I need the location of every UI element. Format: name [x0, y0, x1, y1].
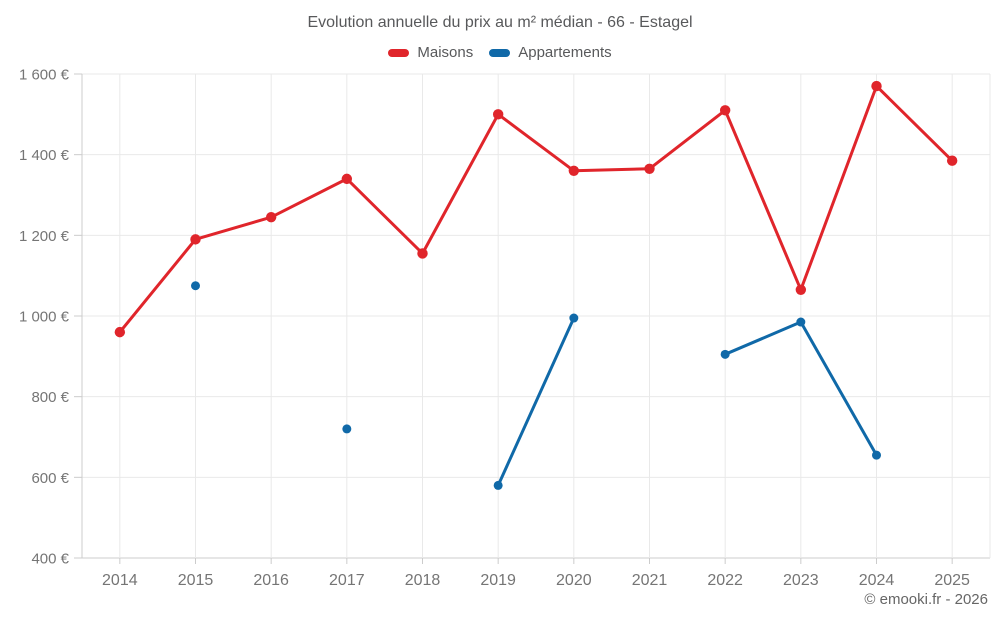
- maisons-point-2021[interactable]: [644, 163, 655, 174]
- chart-title: Evolution annuelle du prix au m² médian …: [307, 14, 693, 31]
- x-axis-tick-label: 2019: [480, 572, 516, 589]
- maisons-point-2018[interactable]: [417, 248, 428, 259]
- appartements-point-2015[interactable]: [191, 281, 200, 291]
- x-axis-tick-label: 2022: [707, 572, 743, 589]
- appartements-line: [496, 316, 576, 487]
- appartements-point-2019[interactable]: [493, 480, 503, 490]
- x-axis-tick-label: 2025: [934, 572, 970, 589]
- x-axis-tick-label: 2014: [102, 572, 138, 589]
- y-axis-tick-label: 1 400 €: [19, 147, 70, 164]
- y-axis-tick-label: 800 €: [31, 389, 69, 406]
- maisons-point-2016[interactable]: [265, 211, 277, 223]
- maisons-point-2015[interactable]: [190, 234, 201, 245]
- legend-swatch-maisons-icon: [388, 48, 410, 57]
- legend-label-maisons: Maisons: [417, 44, 474, 61]
- chart-legend: Maisons Appartements: [0, 44, 1000, 61]
- y-axis-tick-label: 1 600 €: [19, 67, 70, 84]
- x-axis-tick-label: 2020: [556, 572, 592, 589]
- y-axis-tick-label: 400 €: [31, 551, 69, 568]
- x-axis-tick-label: 2024: [859, 572, 895, 589]
- maisons-point-2017[interactable]: [341, 173, 353, 185]
- appartements-point-2023[interactable]: [796, 317, 806, 327]
- x-axis-tick-label: 2023: [783, 572, 819, 589]
- x-axis-tick-label: 2021: [632, 572, 668, 589]
- maisons-point-2024[interactable]: [871, 80, 882, 92]
- appartements-point-2020[interactable]: [569, 313, 579, 323]
- legend-item-appartements[interactable]: Appartements: [489, 44, 612, 61]
- maisons-point-2025[interactable]: [946, 155, 958, 166]
- legend-item-maisons[interactable]: Maisons: [388, 44, 473, 61]
- appartements-point-2022[interactable]: [720, 349, 730, 359]
- maisons-point-2022[interactable]: [719, 105, 731, 116]
- y-axis-tick-label: 1 000 €: [19, 309, 70, 326]
- maisons-point-2023[interactable]: [795, 284, 807, 295]
- x-axis-tick-label: 2017: [329, 572, 365, 589]
- x-axis-tick-label: 2015: [178, 572, 214, 589]
- legend-label-appartements: Appartements: [518, 44, 612, 61]
- appartements-point-2024[interactable]: [872, 450, 881, 460]
- maisons-point-2019[interactable]: [492, 109, 504, 120]
- appartements-point-2017[interactable]: [342, 424, 352, 434]
- y-axis-tick-label: 600 €: [31, 470, 69, 487]
- footer-credit: © emooki.fr - 2026: [864, 591, 988, 608]
- x-axis-tick-label: 2016: [253, 572, 289, 589]
- legend-swatch-appartements-icon: [489, 48, 511, 57]
- y-axis-tick-label: 1 200 €: [19, 228, 70, 245]
- maisons-point-2020[interactable]: [568, 165, 580, 176]
- maisons-point-2014[interactable]: [114, 326, 126, 338]
- x-axis-tick-label: 2018: [405, 572, 441, 589]
- maisons-line: [118, 84, 954, 334]
